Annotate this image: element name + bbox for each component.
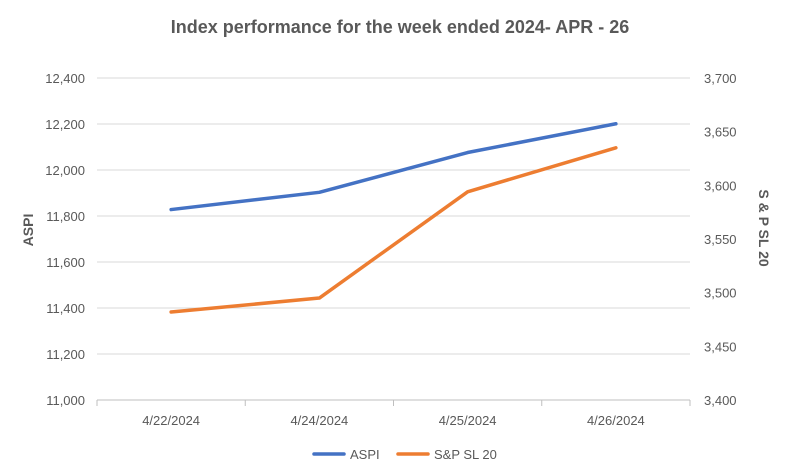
legend-label-s-p-sl-20: S&P SL 20 bbox=[434, 447, 497, 462]
left-tick-label: 12,200 bbox=[45, 117, 85, 132]
left-tick-label: 11,800 bbox=[46, 209, 85, 224]
left-axis-ticks: 11,000 11,200 11,400 11,600 11,800 12,000 12,2… bbox=[45, 71, 85, 408]
right-tick-label: 3,400 bbox=[704, 393, 737, 408]
right-axis-ticks: 3,400 3,450 3,500 3,550 3,600 3,650 3,700 bbox=[704, 71, 737, 408]
left-tick-label: 11,200 bbox=[46, 347, 85, 362]
left-tick-label: 12,000 bbox=[45, 163, 85, 178]
series-lines bbox=[169, 122, 618, 314]
right-tick-label: 3,600 bbox=[704, 178, 737, 193]
left-tick-label: 11,000 bbox=[46, 393, 85, 408]
chart-title: Index performance for the week ended 202… bbox=[171, 17, 629, 37]
legend: ASPI S&P SL 20 bbox=[312, 447, 497, 462]
right-axis-title: S & P SL 20 bbox=[756, 189, 772, 267]
x-tick-label: 4/22/2024 bbox=[142, 413, 200, 428]
x-tick-label: 4/26/2024 bbox=[587, 413, 645, 428]
right-tick-label: 3,650 bbox=[704, 125, 737, 140]
left-axis-title: ASPI bbox=[20, 214, 36, 247]
right-tick-label: 3,450 bbox=[704, 339, 737, 354]
right-tick-label: 3,550 bbox=[704, 232, 737, 247]
x-axis-ticks: 4/22/2024 4/24/2024 4/25/2024 4/26/2024 bbox=[96, 400, 691, 428]
right-tick-label: 3,700 bbox=[704, 71, 737, 86]
left-tick-label: 12,400 bbox=[45, 71, 85, 86]
series-line-s-p-sl-20 bbox=[169, 146, 618, 314]
x-tick-label: 4/24/2024 bbox=[290, 413, 348, 428]
x-tick-label: 4/25/2024 bbox=[439, 413, 497, 428]
series-line-aspi bbox=[169, 122, 618, 212]
left-tick-label: 11,600 bbox=[46, 255, 85, 270]
left-tick-label: 11,400 bbox=[46, 301, 85, 316]
legend-label-aspi: ASPI bbox=[350, 447, 380, 462]
right-tick-label: 3,500 bbox=[704, 286, 737, 301]
